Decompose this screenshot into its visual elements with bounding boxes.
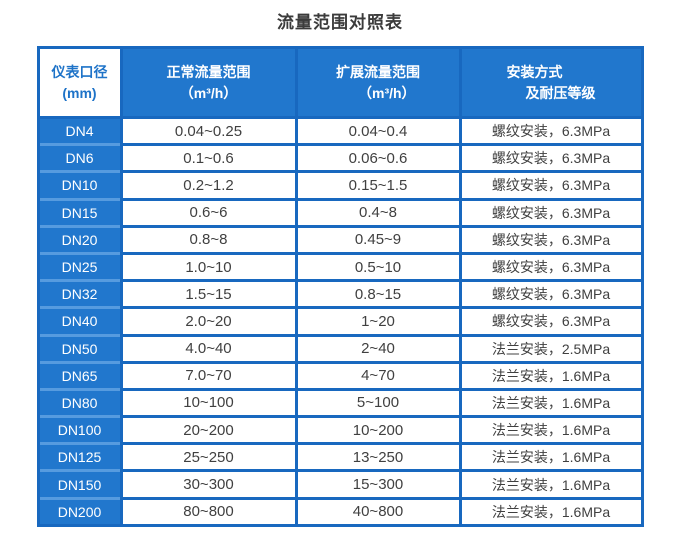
install-cell: 法兰安装，1.6MPa: [461, 499, 641, 524]
normal-range-cell: 25~250: [122, 445, 295, 470]
dn-cell: DN20: [39, 227, 120, 252]
flow-range-table: 仪表口径 (mm) 正常流量范围 （m³/h） 扩展流量范围 （m³/h） 安装…: [36, 46, 644, 527]
dn-cell: DN125: [39, 445, 120, 470]
table-row: DN15 0.6~6 0.4~8 螺纹安装，6.3MPa: [39, 200, 641, 225]
header-install-text: 安装方式 及耐压等级: [507, 62, 596, 104]
table-row: DN100 20~200 10~200 法兰安装，1.6MPa: [39, 418, 641, 443]
normal-range-cell: 1.0~10: [122, 254, 295, 280]
extended-range-cell: 0.06~0.6: [297, 146, 459, 171]
table-row: DN125 25~250 13~250 法兰安装，1.6MPa: [39, 445, 641, 470]
install-cell: 法兰安装，1.6MPa: [461, 418, 641, 443]
extended-range-cell: 5~100: [297, 390, 459, 416]
header-cell-normal-range: 正常流量范围 （m³/h）: [122, 49, 295, 116]
table-row: DN65 7.0~70 4~70 法兰安装，1.6MPa: [39, 363, 641, 388]
normal-range-cell: 0.1~0.6: [122, 146, 295, 171]
install-cell: 螺纹安装，6.3MPa: [461, 282, 641, 307]
dn-cell: DN6: [39, 146, 120, 171]
dn-cell: DN80: [39, 390, 120, 416]
extended-range-cell: 15~300: [297, 472, 459, 497]
header-normal-line2: （m³/h）: [179, 84, 238, 101]
install-cell: 法兰安装，1.6MPa: [461, 472, 641, 497]
install-cell: 螺纹安装，6.3MPa: [461, 173, 641, 198]
table-row: DN6 0.1~0.6 0.06~0.6 螺纹安装，6.3MPa: [39, 146, 641, 171]
dn-cell: DN32: [39, 282, 120, 307]
install-cell: 法兰安装，2.5MPa: [461, 336, 641, 361]
table-row: DN10 0.2~1.2 0.15~1.5 螺纹安装，6.3MPa: [39, 173, 641, 198]
extended-range-cell: 13~250: [297, 445, 459, 470]
normal-range-cell: 20~200: [122, 418, 295, 443]
normal-range-cell: 0.6~6: [122, 200, 295, 225]
extended-range-cell: 2~40: [297, 336, 459, 361]
header-extended-line1: 扩展流量范围: [336, 63, 420, 80]
extended-range-cell: 1~20: [297, 309, 459, 334]
extended-range-cell: 40~800: [297, 499, 459, 524]
header-extended-text: 扩展流量范围 （m³/h）: [336, 62, 420, 104]
header-extended-line2: （m³/h）: [358, 84, 416, 101]
table-row: DN25 1.0~10 0.5~10 螺纹安装，6.3MPa: [39, 254, 641, 280]
table-row: DN32 1.5~15 0.8~15 螺纹安装，6.3MPa: [39, 282, 641, 307]
install-cell: 螺纹安装，6.3MPa: [461, 119, 641, 144]
dn-cell: DN200: [39, 499, 120, 524]
extended-range-cell: 0.15~1.5: [297, 173, 459, 198]
header-install-line2: 及耐压等级: [525, 84, 596, 101]
table-header-row: 仪表口径 (mm) 正常流量范围 （m³/h） 扩展流量范围 （m³/h） 安装…: [39, 49, 641, 116]
page-title: 流量范围对照表: [277, 13, 403, 32]
install-cell: 螺纹安装，6.3MPa: [461, 146, 641, 171]
dn-cell: DN4: [39, 119, 120, 144]
extended-range-cell: 10~200: [297, 418, 459, 443]
dn-cell: DN25: [39, 254, 120, 280]
install-cell: 法兰安装，1.6MPa: [461, 390, 641, 416]
table-row: DN40 2.0~20 1~20 螺纹安装，6.3MPa: [39, 309, 641, 334]
normal-range-cell: 0.04~0.25: [122, 119, 295, 144]
dn-cell: DN40: [39, 309, 120, 334]
extended-range-cell: 0.4~8: [297, 200, 459, 225]
dn-cell: DN100: [39, 418, 120, 443]
table-row: DN20 0.8~8 0.45~9 螺纹安装，6.3MPa: [39, 227, 641, 252]
normal-range-cell: 30~300: [122, 472, 295, 497]
table-row: DN50 4.0~40 2~40 法兰安装，2.5MPa: [39, 336, 641, 361]
install-cell: 螺纹安装，6.3MPa: [461, 309, 641, 334]
install-cell: 法兰安装，1.6MPa: [461, 445, 641, 470]
normal-range-cell: 0.8~8: [122, 227, 295, 252]
normal-range-cell: 1.5~15: [122, 282, 295, 307]
extended-range-cell: 0.04~0.4: [297, 119, 459, 144]
table-row: DN200 80~800 40~800 法兰安装，1.6MPa: [39, 499, 641, 524]
extended-range-cell: 0.8~15: [297, 282, 459, 307]
normal-range-cell: 2.0~20: [122, 309, 295, 334]
normal-range-cell: 80~800: [122, 499, 295, 524]
dn-cell: DN15: [39, 200, 120, 225]
table-row: DN80 10~100 5~100 法兰安装，1.6MPa: [39, 390, 641, 416]
header-install-line1: 安装方式: [506, 63, 563, 80]
dn-cell: DN50: [39, 336, 120, 361]
header-diameter-text: 仪表口径 (mm): [52, 62, 108, 104]
install-cell: 螺纹安装，6.3MPa: [461, 227, 641, 252]
header-cell-diameter: 仪表口径 (mm): [39, 49, 120, 116]
header-cell-install: 安装方式 及耐压等级: [461, 49, 641, 116]
install-cell: 螺纹安装，6.3MPa: [461, 200, 641, 225]
normal-range-cell: 0.2~1.2: [122, 173, 295, 198]
install-cell: 螺纹安装，6.3MPa: [461, 254, 641, 280]
extended-range-cell: 4~70: [297, 363, 459, 388]
install-cell: 法兰安装，1.6MPa: [461, 363, 641, 388]
header-normal-text: 正常流量范围 （m³/h）: [167, 62, 251, 104]
table-row: DN150 30~300 15~300 法兰安装，1.6MPa: [39, 472, 641, 497]
header-diameter-line1: 仪表口径: [51, 63, 108, 80]
dn-cell: DN150: [39, 472, 120, 497]
normal-range-cell: 7.0~70: [122, 363, 295, 388]
dn-cell: DN10: [39, 173, 120, 198]
extended-range-cell: 0.45~9: [297, 227, 459, 252]
extended-range-cell: 0.5~10: [297, 254, 459, 280]
header-diameter-line2: (mm): [62, 84, 97, 101]
dn-cell: DN65: [39, 363, 120, 388]
header-normal-line1: 正常流量范围: [166, 63, 251, 80]
header-cell-extended-range: 扩展流量范围 （m³/h）: [297, 49, 459, 116]
normal-range-cell: 4.0~40: [122, 336, 295, 361]
table-row: DN4 0.04~0.25 0.04~0.4 螺纹安装，6.3MPa: [39, 119, 641, 144]
normal-range-cell: 10~100: [122, 390, 295, 416]
